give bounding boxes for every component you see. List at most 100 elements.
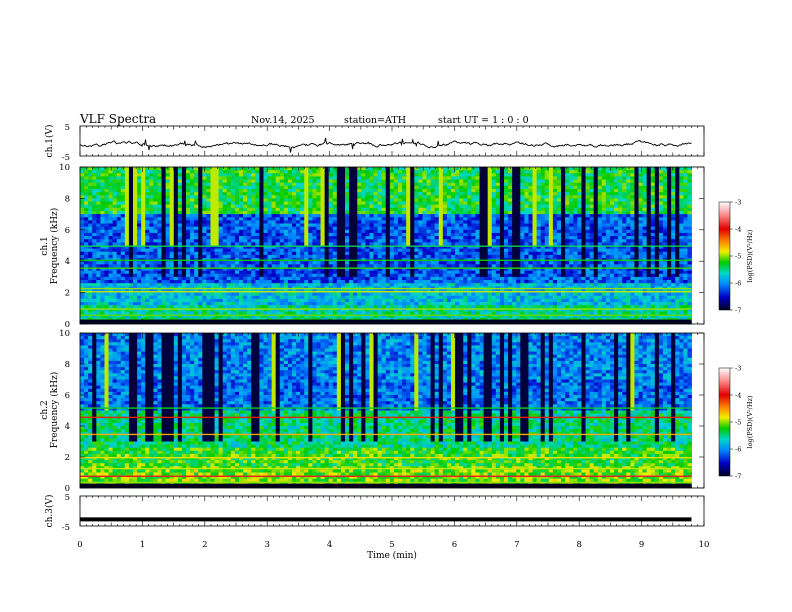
spectrogram-cell xyxy=(96,264,101,268)
spectrogram-cell xyxy=(190,251,195,256)
spectrogram-cell xyxy=(683,198,688,202)
spectrogram-cell xyxy=(552,217,558,221)
spectrogram-cell xyxy=(377,173,383,177)
spectrogram-cell xyxy=(149,242,154,246)
spectrogram-cell xyxy=(654,254,660,259)
spectrogram-cell xyxy=(548,170,554,174)
spectrogram-cell xyxy=(646,167,652,171)
spectrogram-cell xyxy=(402,239,407,243)
spectrogram-cell xyxy=(516,170,521,174)
spectrogram-cell xyxy=(622,201,627,206)
spectrogram-cell xyxy=(609,201,615,206)
spectrogram-cell xyxy=(361,201,366,206)
spectrogram-cell xyxy=(385,229,391,234)
spectrogram-cell xyxy=(373,182,379,187)
spectrogram-cell xyxy=(190,170,195,174)
spectrogram-cell xyxy=(198,217,203,221)
spectrogram-cell xyxy=(226,167,232,171)
spectrogram-cell xyxy=(418,248,423,253)
spectrogram-cell xyxy=(479,198,485,202)
spectrogram-cell xyxy=(222,223,228,228)
spectrogram-cell xyxy=(80,229,85,234)
spectrogram-cell xyxy=(475,185,480,190)
spectrogram-cell xyxy=(446,182,452,187)
spectrogram-cell xyxy=(614,226,619,231)
spectrogram-cell xyxy=(536,251,542,256)
spectrogram-cell xyxy=(275,201,281,206)
spectrogram-cell xyxy=(133,167,138,171)
spectrogram-cell xyxy=(316,236,321,240)
spectrogram-cell xyxy=(145,185,150,190)
spectrogram-cell xyxy=(601,217,607,221)
spectrogram-cell xyxy=(455,207,460,212)
spectrogram-cell xyxy=(475,204,480,209)
spectrogram-cell xyxy=(393,236,399,240)
spectrogram-cell xyxy=(165,195,171,199)
spectrogram-cell xyxy=(389,185,395,190)
spectrogram-cell xyxy=(609,264,615,268)
spectrogram-cell xyxy=(687,261,692,265)
spectrogram-cell xyxy=(190,239,195,243)
spectrogram-cell xyxy=(516,173,521,177)
spectrogram-cell xyxy=(92,201,97,206)
spectrogram-cell xyxy=(577,188,582,193)
spectrogram-cell xyxy=(508,242,513,246)
spectrogram-cell xyxy=(455,223,460,228)
spectrogram-cell xyxy=(630,192,635,196)
spectrogram-cell xyxy=(157,210,162,215)
spectrogram-cell xyxy=(161,251,167,256)
spectrogram-cell xyxy=(365,236,370,240)
spectrogram-cell xyxy=(385,192,391,196)
spectrogram-cell xyxy=(528,254,533,259)
spectrogram-cell xyxy=(210,182,215,187)
spectrogram-cell xyxy=(361,195,366,199)
spectrogram-cell xyxy=(422,264,427,268)
spectrogram-cell xyxy=(336,245,342,250)
spectrogram-cell xyxy=(239,248,244,253)
spectrogram-cell xyxy=(218,214,224,218)
spectrogram-cell xyxy=(137,236,142,240)
spectrogram-cell xyxy=(646,176,652,180)
spectrogram-cell xyxy=(251,229,256,234)
spectrogram-cell xyxy=(275,214,281,218)
spectrogram-cell xyxy=(161,210,167,215)
spectrogram-cell xyxy=(128,167,134,171)
spectrogram-cell xyxy=(683,217,688,221)
spectrogram-cell xyxy=(589,214,595,218)
spectrogram-cell xyxy=(508,188,513,193)
spectrogram-cell xyxy=(540,195,546,199)
spectrogram-cell xyxy=(296,201,301,206)
spectrogram-cell xyxy=(133,207,138,212)
spectrogram-cell xyxy=(92,182,97,187)
spectrogram-cell xyxy=(96,182,101,187)
spectrogram-cell xyxy=(104,261,109,265)
spectrogram-cell xyxy=(459,232,464,237)
spectrogram-cell xyxy=(165,251,171,256)
spectrogram-cell xyxy=(283,195,289,199)
spectrogram-cell xyxy=(389,232,395,237)
spectrogram-cell xyxy=(614,210,619,215)
spectrogram-cell xyxy=(222,245,228,250)
spectrogram-cell xyxy=(626,192,631,196)
spectrogram-cell xyxy=(198,245,203,250)
spectrogram-cell xyxy=(239,251,244,256)
spectrogram-cell xyxy=(520,214,525,218)
spectrogram-cell xyxy=(426,167,432,171)
spectrogram-cell xyxy=(165,198,171,202)
spectrogram-cell xyxy=(638,185,643,190)
spectrogram-cell xyxy=(283,223,289,228)
spectrogram-cell xyxy=(239,217,244,221)
spectrogram-cell xyxy=(234,201,240,206)
spectrogram-cell xyxy=(581,182,586,187)
spectrogram-cell xyxy=(446,264,452,268)
spectrogram-cell xyxy=(287,217,293,221)
spectrogram-cell xyxy=(455,182,460,187)
spectrogram-cell xyxy=(438,188,444,193)
spectrogram-cell xyxy=(650,207,656,212)
spectrogram-cell xyxy=(646,226,652,231)
spectrogram-cell xyxy=(275,242,281,246)
spectrogram-cell xyxy=(120,188,126,193)
spectrogram-cell xyxy=(503,210,509,215)
spectrogram-cell xyxy=(328,185,334,190)
spectrogram-cell xyxy=(259,223,264,228)
